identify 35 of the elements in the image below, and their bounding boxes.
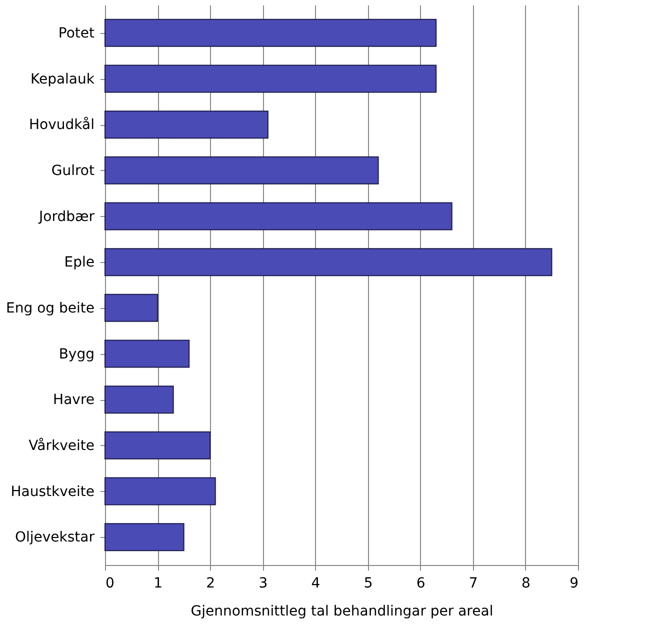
x-tick-label: 1	[154, 576, 163, 592]
y-tick-label: Kepalauk	[30, 71, 96, 88]
x-axis-title: Gjennomsnittleg tal behandlingar per areal	[190, 604, 494, 620]
x-tick-label: 0	[106, 576, 114, 592]
x-tick-label: 7	[468, 576, 478, 592]
bar	[104, 523, 184, 552]
y-tick-label: Hovudkål	[29, 116, 94, 134]
x-tick-label: 5	[364, 576, 373, 592]
x-tick-label: 2	[206, 576, 216, 592]
x-tick-label: 8	[521, 576, 530, 592]
bar	[104, 248, 552, 276]
bar	[104, 64, 437, 93]
x-tick-label: 4	[311, 576, 320, 592]
bar	[104, 386, 174, 414]
y-tick-label: Potet	[58, 25, 95, 42]
y-tick-label: Oljevekstar	[14, 530, 95, 546]
bar	[104, 110, 268, 139]
y-tick-label: Haustkveite	[10, 484, 94, 500]
bar	[104, 202, 452, 230]
x-tick-label: 6	[416, 576, 426, 592]
y-tick-label: Gulrot	[51, 162, 95, 179]
y-tick-label: Eng og beite	[6, 300, 94, 316]
bar	[104, 156, 379, 184]
y-tick-label: Eple	[64, 254, 94, 271]
y-tick-label: Bygg	[58, 346, 94, 362]
y-tick-label: Vårkveite	[28, 436, 94, 454]
x-tick-label: 3	[258, 576, 268, 592]
x-tick-label: 9	[570, 576, 578, 592]
bar	[104, 477, 216, 506]
bar	[104, 294, 158, 322]
bar	[104, 340, 190, 368]
bar	[104, 431, 211, 460]
y-tick-label: Jordbær	[38, 208, 95, 225]
y-tick-label: Havre	[53, 392, 94, 408]
bar	[104, 18, 437, 47]
